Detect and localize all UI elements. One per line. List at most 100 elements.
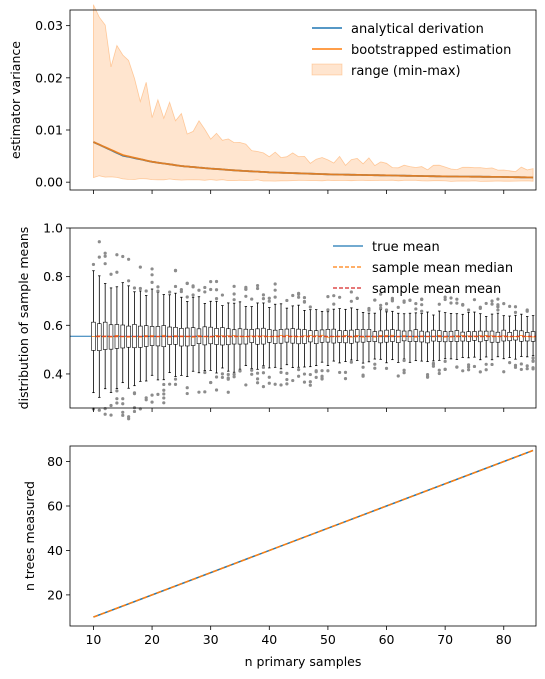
box-n66 bbox=[419, 297, 424, 362]
box-outlier bbox=[531, 359, 535, 363]
box-n28 bbox=[196, 288, 202, 394]
box-n19 bbox=[144, 289, 149, 402]
box-n22 bbox=[161, 294, 166, 405]
box-outlier bbox=[373, 362, 377, 366]
box-outlier bbox=[455, 301, 459, 305]
box-outlier bbox=[490, 362, 494, 367]
box-outlier bbox=[121, 410, 125, 414]
box-n85 bbox=[530, 315, 536, 371]
box-outlier bbox=[373, 298, 377, 302]
box-outlier bbox=[361, 373, 365, 377]
box-outlier bbox=[496, 305, 500, 309]
box-outlier bbox=[185, 295, 189, 299]
box-outlier bbox=[232, 298, 236, 302]
box-outlier bbox=[490, 302, 494, 306]
box-outlier bbox=[226, 372, 230, 377]
box-outlier bbox=[103, 412, 107, 416]
box-outlier bbox=[449, 301, 453, 305]
variance-ticks: 0.00 0.01 0.02 0.03 bbox=[35, 18, 505, 194]
box-outlier bbox=[203, 390, 207, 394]
box-outlier bbox=[420, 297, 424, 302]
box-outlier bbox=[162, 401, 166, 405]
box-outlier bbox=[103, 251, 107, 255]
trees-ticks: 10 20 30 40 50 60 70 80 20 40 60 80 bbox=[47, 454, 512, 647]
box-n83 bbox=[519, 313, 524, 372]
variance-panel: 0.00 0.01 0.02 0.03 estimator variance anal… bbox=[8, 4, 537, 194]
box-outlier bbox=[115, 389, 119, 393]
distribution-y-tick-label: 0.6 bbox=[43, 318, 63, 333]
trees-x-tick-label: 60 bbox=[379, 632, 395, 647]
box-n26 bbox=[185, 281, 190, 396]
box-outlier bbox=[162, 392, 166, 396]
box-n84 bbox=[525, 308, 530, 371]
box-outlier bbox=[173, 284, 178, 289]
box-outlier bbox=[103, 254, 107, 258]
box-outlier bbox=[402, 299, 406, 303]
trees-x-tick-label: 20 bbox=[144, 632, 160, 647]
trees-axes-frame bbox=[69, 445, 537, 627]
box-outlier bbox=[437, 302, 441, 306]
box-outlier bbox=[367, 306, 371, 311]
variance-legend: analytical derivation bootstrapped estim… bbox=[311, 22, 511, 79]
box-outlier bbox=[320, 369, 324, 373]
box-outlier bbox=[519, 367, 523, 372]
box-n76 bbox=[478, 305, 483, 374]
box-outlier bbox=[197, 390, 201, 394]
box-outlier bbox=[443, 295, 447, 299]
trees-x-tick-label: 50 bbox=[320, 632, 336, 647]
box-outlier bbox=[308, 380, 312, 384]
box-outlier bbox=[273, 382, 277, 386]
box-outlier bbox=[338, 370, 342, 375]
box-n14 bbox=[114, 253, 120, 405]
box-outlier bbox=[461, 303, 465, 307]
box-outlier bbox=[466, 308, 471, 312]
box-body bbox=[513, 329, 518, 341]
box-outlier bbox=[384, 308, 389, 312]
box-outlier bbox=[425, 374, 430, 379]
box-outlier bbox=[214, 288, 219, 292]
box-outlier bbox=[226, 376, 230, 380]
box-outlier bbox=[115, 253, 119, 257]
box-n82 bbox=[513, 305, 518, 369]
box-outlier bbox=[302, 295, 307, 300]
legend-label-range: range (min-max) bbox=[351, 64, 461, 79]
distribution-plot-area bbox=[70, 240, 536, 421]
box-outlier bbox=[138, 265, 142, 269]
distribution-y-tick-label: 0.4 bbox=[43, 366, 63, 381]
box-outlier bbox=[144, 396, 148, 400]
box-outlier bbox=[508, 304, 512, 308]
box-outlier bbox=[209, 280, 213, 284]
box-outlier bbox=[361, 365, 365, 369]
box-outlier bbox=[255, 283, 260, 288]
box-outlier bbox=[185, 386, 189, 390]
box-outlier bbox=[173, 268, 178, 272]
box-n12 bbox=[102, 251, 108, 416]
box-n48 bbox=[313, 309, 319, 379]
box-outlier bbox=[343, 370, 348, 374]
box-outlier bbox=[127, 279, 131, 283]
box-outlier bbox=[255, 286, 260, 291]
legend-label-true-mean: true mean bbox=[372, 240, 440, 255]
box-n59 bbox=[378, 292, 383, 360]
box-n20 bbox=[149, 267, 155, 404]
distribution-legend: true mean sample mean median sample mean… bbox=[333, 240, 513, 297]
box-outlier bbox=[173, 377, 178, 381]
box-outlier bbox=[150, 393, 154, 397]
box-outlier bbox=[103, 262, 107, 266]
legend-label-mean: sample mean mean bbox=[372, 282, 501, 297]
box-outlier bbox=[396, 305, 400, 309]
box-outlier bbox=[420, 303, 424, 307]
box-outlier bbox=[150, 400, 154, 404]
box-n49 bbox=[319, 310, 325, 381]
box-outlier bbox=[173, 382, 178, 386]
variance-plot-area bbox=[93, 4, 534, 182]
trees-x-tick-label: 80 bbox=[496, 632, 512, 647]
box-outlier bbox=[472, 364, 477, 369]
trees-y-tick-label: 60 bbox=[47, 499, 63, 514]
box-n31 bbox=[214, 279, 219, 392]
box-outlier bbox=[150, 273, 154, 277]
box-outlier bbox=[326, 369, 330, 373]
box-outlier bbox=[91, 262, 96, 267]
box-outlier bbox=[115, 270, 119, 274]
trees-x-tick-label: 10 bbox=[85, 632, 101, 647]
